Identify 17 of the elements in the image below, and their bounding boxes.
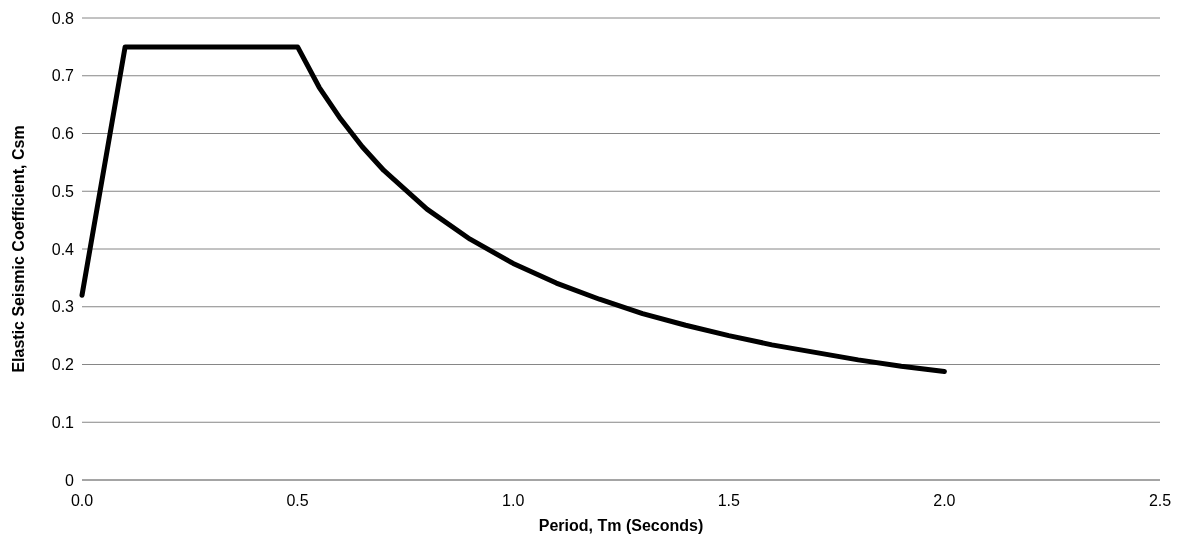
x-axis-title: Period, Tm (Seconds): [538, 517, 704, 534]
x-tick-label: 1.5: [717, 492, 741, 509]
y-tick-label: 0.1: [51, 413, 75, 431]
x-tick-label: 2.0: [933, 492, 956, 509]
y-tick-label: 0.2: [51, 356, 75, 374]
y-tick-label: 0.5: [51, 182, 75, 200]
y-axis-title: Elastic Seismic Coefficient, Csm: [10, 125, 27, 373]
y-tick-label: 0.8: [51, 9, 75, 27]
x-tick-label: 2.5: [1148, 492, 1172, 509]
y-tick-label: 0.7: [51, 67, 75, 85]
y-tick-label: 0.3: [51, 298, 75, 316]
y-tick-label: 0: [65, 471, 75, 489]
y-tick-label: 0.6: [51, 125, 75, 143]
x-tick-label: 0.5: [286, 492, 309, 509]
x-tick-label: 0.0: [70, 492, 94, 509]
y-tick-label: 0.4: [51, 240, 75, 258]
x-tick-label: 1.0: [502, 492, 525, 509]
